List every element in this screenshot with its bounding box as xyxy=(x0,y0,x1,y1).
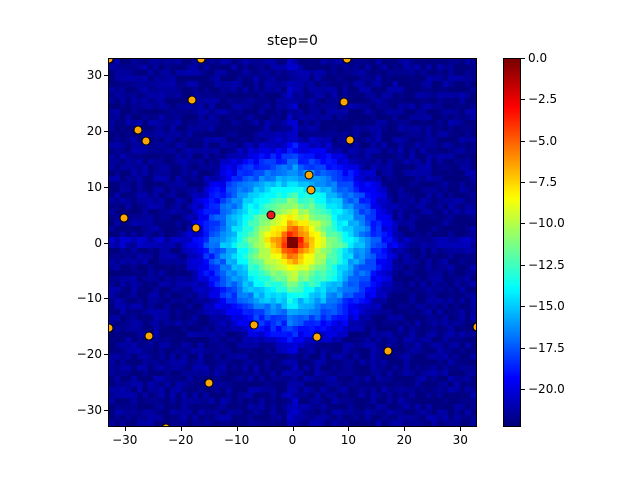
x-tick-label: 0 xyxy=(288,433,297,447)
scatter-point xyxy=(345,135,355,145)
scatter-point xyxy=(339,97,349,107)
y-tick-label: 10 xyxy=(86,179,102,194)
colorbar-tick-label: −20.0 xyxy=(528,381,565,396)
colorbar xyxy=(503,58,521,427)
colorbar-tick-label: −5.0 xyxy=(528,133,558,148)
x-tick-label: 20 xyxy=(396,433,412,447)
scatter-point xyxy=(144,331,154,341)
heatmap xyxy=(109,59,476,426)
scatter-point xyxy=(191,223,201,233)
scatter-point xyxy=(266,210,276,220)
x-tick-label: −10 xyxy=(223,433,250,447)
y-tick-label: −30 xyxy=(76,403,102,418)
colorbar-tick-label: −2.5 xyxy=(528,92,558,107)
y-tick-label: 0 xyxy=(94,235,102,250)
x-tick-label: 10 xyxy=(340,433,357,447)
colorbar-tick-label: −12.5 xyxy=(528,257,565,272)
colorbar-tick-label: −7.5 xyxy=(528,175,558,190)
plot-area xyxy=(108,58,477,427)
scatter-point xyxy=(133,125,143,135)
x-tick-label: 30 xyxy=(452,433,468,447)
y-tick-label: 20 xyxy=(86,123,102,138)
scatter-point xyxy=(119,213,129,223)
y-tick-label: −10 xyxy=(76,291,102,306)
colorbar-gradient xyxy=(504,59,520,426)
colorbar-tick-label: −10.0 xyxy=(528,216,565,231)
colorbar-tick-label: −17.5 xyxy=(528,340,565,355)
scatter-point xyxy=(204,378,214,388)
scatter-point xyxy=(304,170,314,180)
x-tick-label: −20 xyxy=(168,433,194,447)
y-tick-label: −20 xyxy=(76,347,102,362)
scatter-point xyxy=(141,136,151,146)
scatter-point xyxy=(472,322,476,332)
scatter-point xyxy=(249,320,259,330)
colorbar-tick-label: −15.0 xyxy=(528,299,565,314)
scatter-point xyxy=(161,423,171,426)
colorbar-tick-label: 0.0 xyxy=(528,51,548,65)
scatter-point xyxy=(312,332,322,342)
y-tick-label: 30 xyxy=(86,67,102,82)
chart-title: step=0 xyxy=(267,33,318,49)
scatter-point xyxy=(187,95,197,105)
x-tick-label: −30 xyxy=(112,433,138,447)
scatter-point xyxy=(383,346,393,356)
scatter-point xyxy=(306,185,316,195)
